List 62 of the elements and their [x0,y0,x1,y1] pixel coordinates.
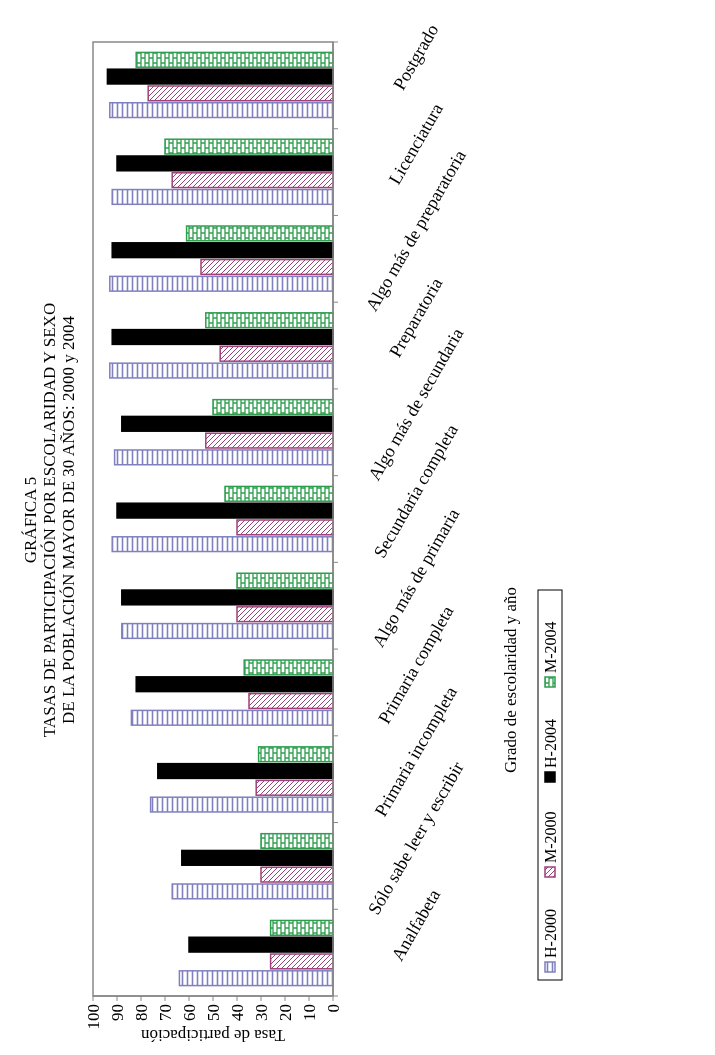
bar [205,312,334,329]
bar [205,432,334,449]
bar [200,258,334,276]
bar [185,225,334,242]
x-tick-label: 20 [275,1004,295,1021]
x-axis-title: Tasa de participación [140,1026,286,1046]
bar [111,242,334,259]
text: M-2000 [542,811,559,863]
bar [157,762,334,780]
text: H-2000 [542,909,559,958]
bar [116,502,334,519]
bar [178,970,334,987]
bar [109,102,334,119]
bar [219,345,334,362]
bar [260,866,334,883]
bar [147,85,334,102]
text: GRÁFICA 5 TASAS DE PARTICIPACIÓN POR ESCOLARIDAD Y SEXO DE LA POBLACIÓN MAYOR DE 30 AÑOS: 2000 y 2004 [21,302,78,738]
text: H-2004 [542,719,559,768]
bar [121,589,334,606]
bar [149,796,334,813]
bar [212,398,334,416]
bar [236,572,334,589]
x-tick-label: 60 [179,1004,199,1021]
bar [269,953,334,970]
bar [243,659,334,676]
bar [113,449,334,466]
bar [111,328,334,346]
bar [260,832,334,850]
bar [181,849,334,866]
bar [116,155,334,172]
bar [188,936,334,953]
y-axis-title: Grado de escolaridad y año [501,587,520,773]
bar [269,919,334,936]
x-tick-label: 30 [251,1004,271,1021]
x-tick-label: 50 [203,1004,223,1021]
bar [171,883,334,900]
bar [130,709,334,726]
x-tick-label: 70 [155,1004,175,1021]
bar [121,415,334,432]
text: M-2004 [542,621,559,673]
bar [109,275,334,292]
bar [236,519,334,536]
x-tick-label: 80 [131,1004,151,1021]
bar [164,138,334,155]
x-tick-label: 0 [323,1004,343,1013]
bar [121,622,334,640]
x-tick-label: 100 [83,1004,103,1030]
bar [236,606,334,623]
bar [255,779,334,796]
x-tick-label: 10 [299,1004,319,1021]
bar [224,485,334,502]
bar [135,51,334,68]
bar [109,362,334,379]
bar [111,188,334,206]
x-tick-label: 90 [107,1004,127,1021]
bar [257,746,334,763]
bar [248,692,334,710]
bar [135,676,334,693]
x-tick-label: 40 [227,1004,247,1021]
bar [111,536,334,553]
bar [106,68,334,85]
bar [171,172,334,189]
